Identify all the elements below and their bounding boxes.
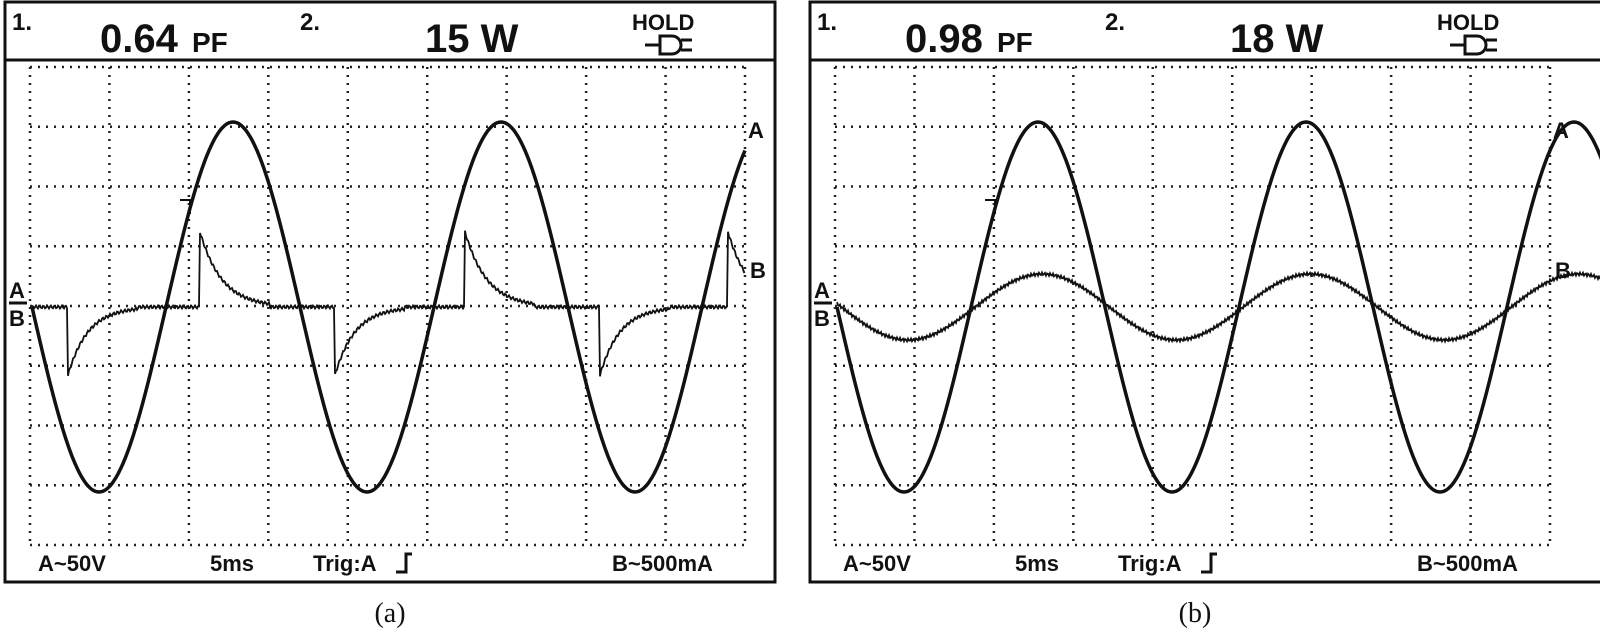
hold-label: HOLD <box>1437 10 1499 35</box>
pf-value: 0.98 <box>905 17 983 61</box>
hold-label: HOLD <box>632 10 694 35</box>
panel-border <box>3 0 777 584</box>
pf-value: 0.64 <box>100 17 179 61</box>
channel-2-label: 2. <box>1105 9 1125 36</box>
a-scale: A~50V <box>38 551 106 576</box>
trigger-edge-icon <box>1201 552 1217 574</box>
pf-unit: PF <box>997 27 1033 58</box>
a-marker: A <box>814 278 830 303</box>
trigger-edge-icon <box>396 552 412 574</box>
current-trace <box>31 230 746 377</box>
panel-border <box>808 0 1600 584</box>
b-marker: B <box>814 306 830 331</box>
voltage-trace <box>835 120 1600 494</box>
trace-a-label: A <box>1553 118 1569 143</box>
trigger: Trig:A <box>313 551 377 576</box>
power-value: 18 W <box>1230 17 1324 61</box>
b-marker: B <box>9 306 25 331</box>
channel-1-label: 1. <box>817 9 837 36</box>
b-scale: B~500mA <box>1417 551 1518 576</box>
scope-panel: 1. 0.98 PF 2. 18 W HOLD A~50V 5ms Trig:A B~500mA A… <box>808 0 1600 629</box>
voltage-trace <box>30 120 747 494</box>
power-value: 15 W <box>425 17 519 61</box>
channel-1-label: 1. <box>12 9 32 36</box>
trace-b-label: B <box>750 258 766 283</box>
scope-panel: 1. 0.64 PF 2. 15 W HOLD A~50V 5ms Trig:A B~500mA A… <box>3 0 777 629</box>
a-marker: A <box>9 278 25 303</box>
trace-a-label: A <box>748 118 764 143</box>
caption: (b) <box>1179 598 1212 629</box>
b-scale: B~500mA <box>612 551 713 576</box>
current-trace <box>836 270 1600 344</box>
trigger: Trig:A <box>1118 551 1182 576</box>
channel-2-label: 2. <box>300 9 320 36</box>
caption: (a) <box>374 598 405 629</box>
trace-b-label: B <box>1555 258 1571 283</box>
time-base: 5ms <box>1015 551 1059 576</box>
pf-unit: PF <box>192 27 228 58</box>
time-base: 5ms <box>210 551 254 576</box>
hold-plug-icon <box>1450 34 1497 56</box>
hold-plug-icon <box>645 34 692 56</box>
a-scale: A~50V <box>843 551 911 576</box>
